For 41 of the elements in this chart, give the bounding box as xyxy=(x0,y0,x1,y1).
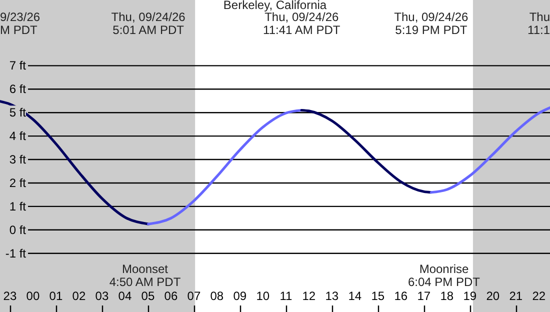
x-tick-label: 17 xyxy=(417,289,431,303)
x-tick-label: 18 xyxy=(440,289,454,303)
x-tick-label: 19 xyxy=(463,289,477,303)
chart-title: Berkeley, California xyxy=(223,0,327,12)
x-tick-label: 08 xyxy=(210,289,224,303)
annotation: Moonrise 6:04 PM PDT xyxy=(408,262,481,289)
x-tick-label: 20 xyxy=(486,289,500,303)
x-tick-label: 12 xyxy=(302,289,316,303)
x-tick-label: 14 xyxy=(348,289,362,303)
y-tick-label: -1 ft xyxy=(5,246,27,260)
x-tick-label: 03 xyxy=(95,289,109,303)
annotation: Thu, 09/24/26 5:19 PM PDT xyxy=(394,10,469,37)
x-tick-label: 06 xyxy=(164,289,178,303)
y-tick-label: 4 ft xyxy=(9,129,27,144)
x-tick-label: 15 xyxy=(371,289,385,303)
x-tick-label: 23 xyxy=(3,289,17,303)
y-tick-label: 7 ft xyxy=(9,58,27,73)
y-tick-label: 5 ft xyxy=(9,106,27,120)
annotation: Thu 11:1 xyxy=(528,10,550,37)
x-tick-label: 13 xyxy=(325,289,339,303)
x-tick-label: 21 xyxy=(509,289,523,303)
x-tick-label: 04 xyxy=(118,289,132,303)
annotation: Thu, 09/24/26 11:41 AM PDT xyxy=(263,10,341,37)
x-tick-label: 05 xyxy=(141,289,155,303)
x-tick-label: 00 xyxy=(26,289,40,303)
x-tick-label: 16 xyxy=(394,289,408,303)
y-tick-label: 3 ft xyxy=(9,152,27,167)
annotation: Moonset 4:50 AM PDT xyxy=(109,262,182,289)
x-tick-label: 09 xyxy=(233,289,247,303)
x-tick-label: 10 xyxy=(256,289,270,303)
x-tick-label: 02 xyxy=(72,289,86,303)
y-tick-label: 1 ft xyxy=(9,199,27,214)
y-tick-label: 0 ft xyxy=(9,222,27,237)
y-tick-label: 2 ft xyxy=(9,176,27,190)
x-tick-label: 22 xyxy=(532,289,546,303)
y-tick-label: 6 ft xyxy=(9,82,27,96)
x-tick-label: 11 xyxy=(280,289,292,303)
annotation: Thu, 09/24/26 5:01 AM PDT xyxy=(111,10,186,37)
annotation: 9/23/26 M PDT xyxy=(0,10,40,37)
x-tick-label: 07 xyxy=(187,289,201,303)
x-tick-label: 01 xyxy=(49,289,63,303)
